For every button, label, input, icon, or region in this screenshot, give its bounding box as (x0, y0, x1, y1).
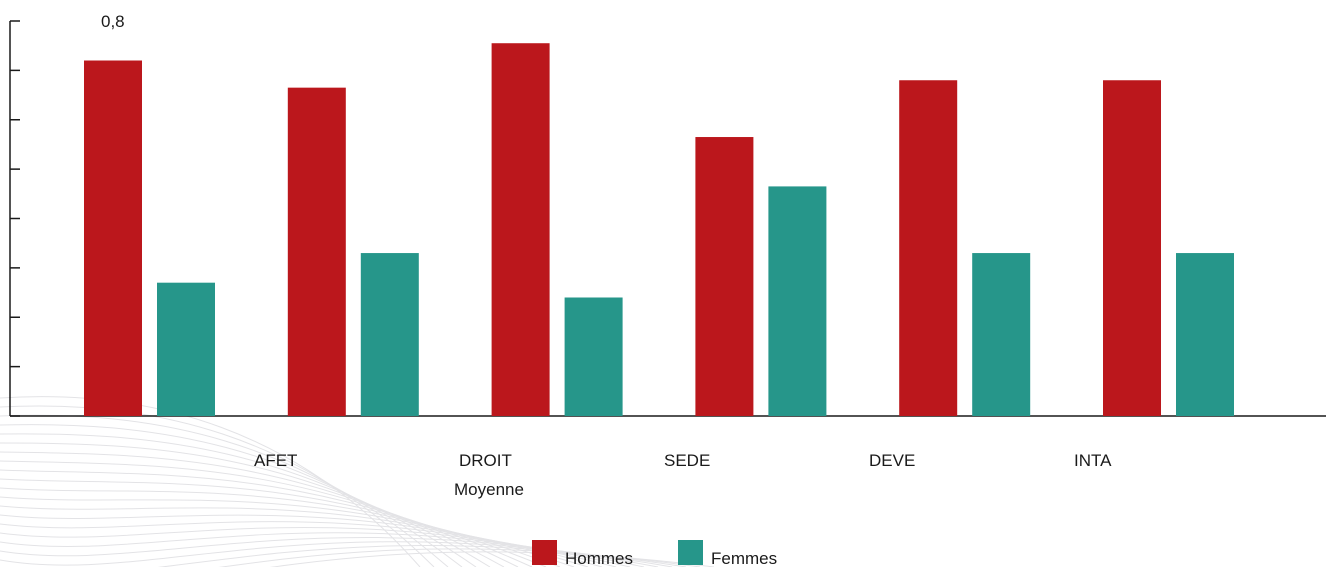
background-curve-decoration (0, 396, 715, 567)
bar-hommes-inta (1103, 80, 1161, 416)
background-curve (0, 527, 631, 567)
background-curve (0, 496, 575, 567)
background-curve (0, 405, 435, 567)
bar-femmes-inta (1176, 253, 1234, 416)
bar-hommes-deve (899, 80, 958, 416)
x-tick-label: AFET (254, 451, 297, 470)
bar-hommes-group-1 (84, 60, 142, 416)
bar-femmes-afet (360, 253, 419, 416)
y-tick-label-top: 0,8 (101, 12, 125, 31)
x-label-moyenne: Moyenne (454, 480, 524, 499)
background-curve (0, 537, 659, 567)
legend: Hommes Femmes (532, 540, 777, 567)
background-curve (0, 532, 645, 567)
background-curve (0, 514, 603, 567)
bar-femmes-deve (972, 253, 1031, 416)
bar-femmes-sede (768, 186, 827, 416)
x-tick-label: DEVE (869, 451, 915, 470)
legend-swatch-hommes (532, 540, 557, 565)
x-tick-label: DROIT (459, 451, 512, 470)
x-tick-label: SEDE (664, 451, 710, 470)
bar-hommes-sede (695, 137, 754, 416)
bar-femmes-droit (564, 297, 623, 416)
background-curve (0, 424, 463, 567)
bar-hommes-droit (491, 43, 550, 416)
x-axis-labels: AFET DROIT SEDE DEVE INTA (254, 451, 1112, 470)
legend-label-hommes: Hommes (565, 549, 633, 567)
legend-swatch-femmes (678, 540, 703, 565)
bar-femmes-group-1 (157, 282, 215, 416)
background-curve (0, 442, 491, 567)
background-curve (0, 521, 617, 567)
bar-hommes-afet (287, 87, 346, 416)
background-curve (0, 541, 673, 567)
background-curve (0, 396, 421, 567)
legend-label-femmes: Femmes (711, 549, 777, 567)
x-tick-label: INTA (1074, 451, 1112, 470)
bars (84, 43, 1234, 416)
